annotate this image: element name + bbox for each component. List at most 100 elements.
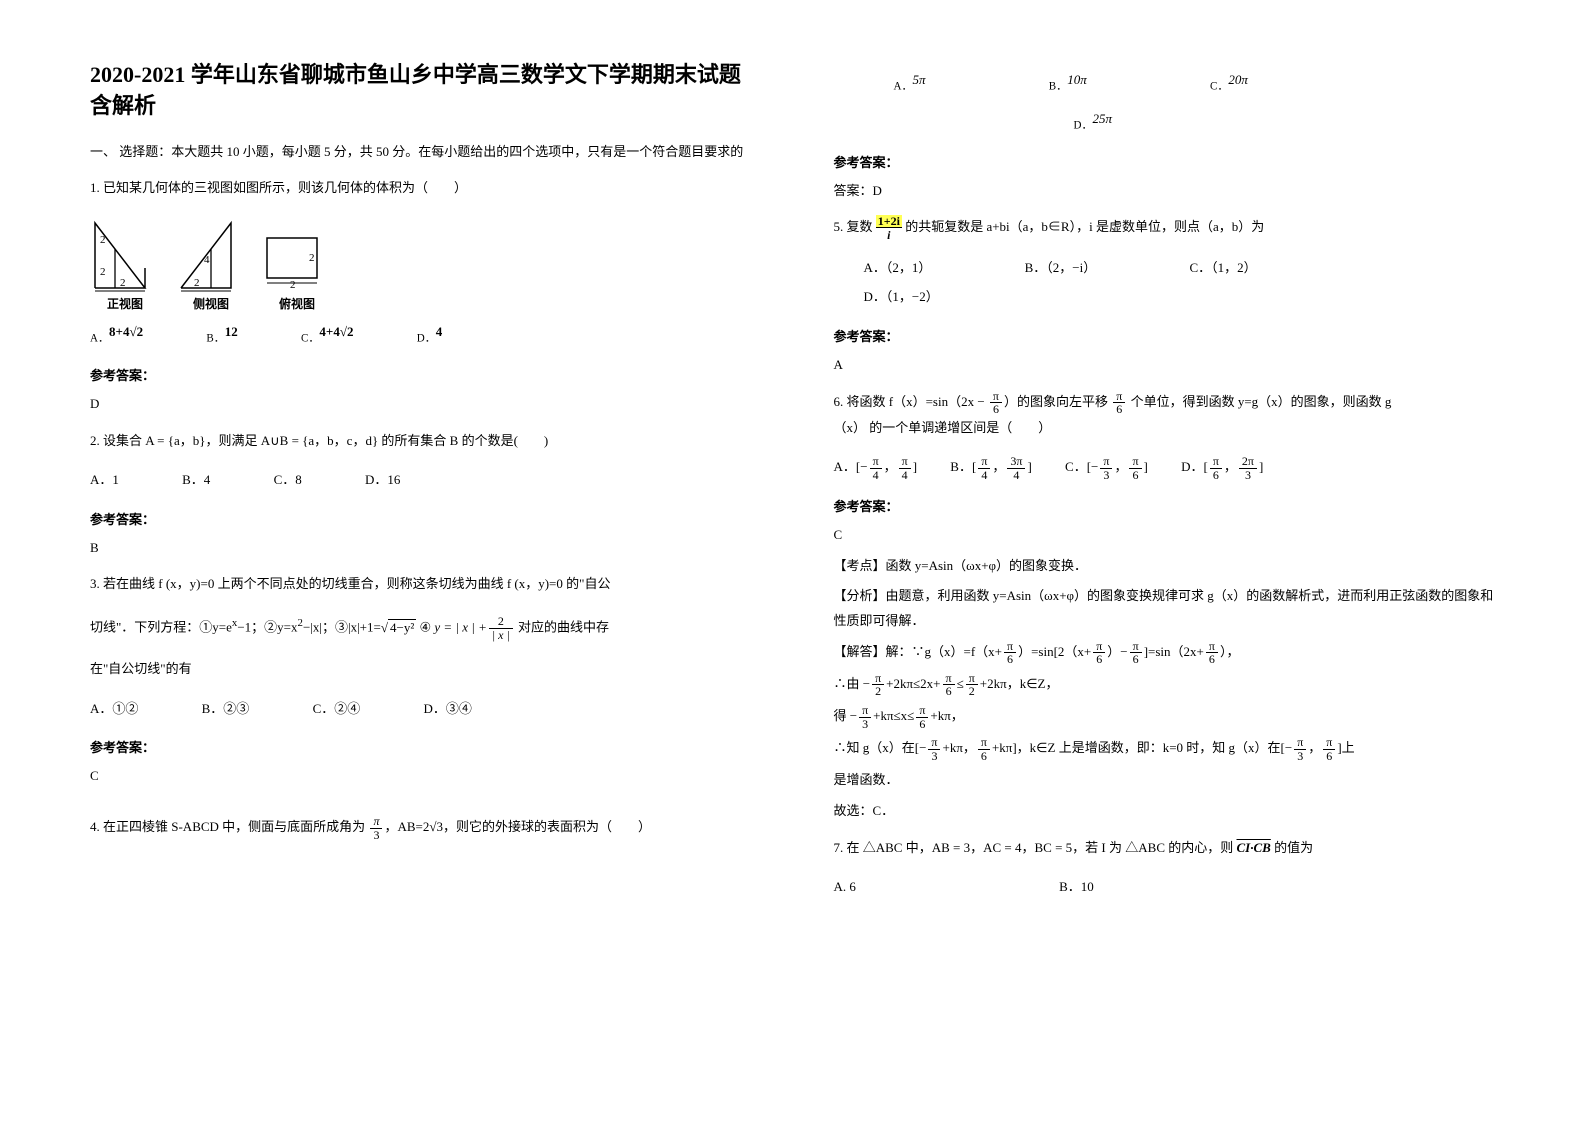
t: ]: [1144, 459, 1148, 474]
t: ]=sin（2x+: [1144, 644, 1204, 659]
t: +kπ]，k∈Z 上是增函数，即：k=0 时，知 g（x）在[−: [992, 740, 1292, 755]
f: 6: [916, 717, 928, 731]
side-view-label: 侧视图: [193, 295, 229, 312]
q3-line1: 3. 若在曲线 f (x，y)=0 上两个不同点处的切线重合，则称这条切线为曲线…: [90, 572, 754, 597]
q1-opt-d: 4: [436, 324, 443, 339]
three-view-figure: 2 2 2 正视图 4 2 侧视图: [90, 213, 754, 312]
q4-frac-num: π: [370, 815, 382, 828]
t: ）−: [1107, 644, 1127, 659]
q6-step3: 得 −π3+kπ≤x≤π6+kπ，: [834, 704, 1498, 730]
svg-text:2: 2: [100, 234, 106, 246]
q4-answer-heading: 参考答案：: [834, 152, 1498, 171]
left-column: 2020-2021 学年山东省聊城市鱼山乡中学高三数学文下学期期末试题含解析 一…: [90, 60, 794, 908]
f: 4: [870, 468, 882, 482]
q4-post: ，则它的外接球的表面积为（ ）: [443, 819, 651, 834]
q6-f1d: 6: [990, 402, 1002, 416]
q1-answer: D: [90, 392, 754, 417]
question-5: 5. 复数 1+2ii 的共轭复数是 a+bi（a，b∈R），i 是虚数单位，则…: [834, 215, 1498, 241]
t: ]上: [1337, 740, 1354, 755]
q6-post: 个单位，得到函数 y=g（x）的图象，则函数 g: [1127, 394, 1391, 409]
q6-options: A．[−π4，π4] B．[π4，3π4] C．[−π3，π6] D．[π6，2…: [834, 453, 1498, 482]
q4-ab: 2√3: [423, 819, 443, 834]
question-2: 2. 设集合 A = {a，b}，则满足 A∪B = {a，b，c，d} 的所有…: [90, 429, 754, 454]
q3-opt-d: D．③④: [423, 695, 471, 724]
q2-options: A．1 B．4 C．8 D．16: [90, 465, 754, 494]
f: 4: [899, 468, 911, 482]
f: 3: [928, 749, 940, 763]
q3-line2d: ④: [416, 619, 431, 634]
q5-opt-b: B．（2，−i）: [1025, 254, 1097, 283]
page: 2020-2021 学年山东省聊城市鱼山乡中学高三数学文下学期期末试题含解析 一…: [0, 0, 1587, 948]
svg-text:2: 2: [100, 266, 106, 278]
t: ），: [1220, 644, 1240, 659]
f: 6: [1129, 468, 1141, 482]
t: ∴知 g（x）在[−: [834, 740, 927, 755]
front-view-icon: 2 2 2: [90, 213, 160, 293]
q3-opt-a: A．①②: [90, 695, 138, 724]
f: π: [916, 704, 928, 717]
q4-options-2: D．25π: [1074, 105, 1498, 138]
f: π: [1210, 455, 1222, 468]
q3-eq-a: y = | x | +: [434, 619, 486, 634]
f: 3: [1100, 468, 1112, 482]
q4-pre: 4. 在正四棱锥 S-ABCD 中，侧面与底面所成角为: [90, 819, 368, 834]
q3-line3: 在"自公切线"的有: [90, 657, 754, 682]
f: π: [1100, 455, 1112, 468]
q3-answer-heading: 参考答案：: [90, 737, 754, 756]
t: +2kπ≤2x+: [886, 676, 940, 691]
f: π: [1004, 640, 1016, 653]
svg-text:2: 2: [120, 277, 126, 289]
svg-text:4: 4: [204, 254, 210, 266]
f: π: [1093, 640, 1105, 653]
q4-opt-a: 5π: [913, 72, 926, 87]
f: 6: [1210, 468, 1222, 482]
q1-answer-heading: 参考答案：: [90, 365, 754, 384]
q6-step6: 故选：C．: [834, 799, 1498, 824]
q4-opt-b: 10π: [1067, 72, 1087, 87]
q5-answer-heading: 参考答案：: [834, 326, 1498, 345]
side-view-icon: 4 2: [176, 213, 246, 293]
t: +kπ≤x≤: [873, 708, 914, 723]
q7-vector: CI·CB: [1237, 840, 1271, 855]
q2-opt-b: B．4: [182, 466, 210, 495]
f: π: [899, 455, 911, 468]
f: 2: [872, 684, 884, 698]
question-1: 1. 已知某几何体的三视图如图所示，则该几何体的体积为（ ）: [90, 176, 754, 201]
t: ，: [884, 459, 897, 474]
t: +kπ，: [930, 708, 963, 723]
t: ，: [992, 459, 1005, 474]
t: ≤: [957, 676, 964, 691]
question-4: 4. 在正四棱锥 S-ABCD 中，侧面与底面所成角为 π3，AB=2√3，则它…: [90, 815, 754, 841]
f: 3: [1239, 468, 1257, 482]
top-view-icon: 2 2: [262, 233, 332, 293]
q1-opt-b: 12: [225, 324, 238, 339]
f: 6: [978, 749, 990, 763]
t: 得 −: [834, 708, 858, 723]
q2-answer: B: [90, 536, 754, 561]
q3-options: A．①② B．②③ C．②④ D．③④: [90, 694, 754, 723]
q4-frac-den: 3: [370, 828, 382, 842]
f: π: [978, 736, 990, 749]
f: 6: [943, 684, 955, 698]
q6-a-pre: A．[−: [834, 459, 868, 474]
q7-options: A. 6 B．10: [834, 872, 1498, 901]
q6-pre: 6. 将函数 f（x）=sin（2x −: [834, 394, 988, 409]
q6-step5: 是增函数．: [834, 768, 1498, 793]
f: 6: [1323, 749, 1335, 763]
section-heading: 一、 选择题：本大题共 10 小题，每小题 5 分，共 50 分。在每小题给出的…: [90, 142, 754, 163]
f: π: [1130, 640, 1142, 653]
q1-text: 1. 已知某几何体的三视图如图所示，则该几何体的体积为（ ）: [90, 180, 467, 195]
q2-opt-d: D．16: [365, 466, 400, 495]
q4-a-pre: A．: [894, 81, 913, 93]
question-7: 7. 在 △ABC 中，AB = 3，AC = 4，BC = 5，若 I 为 △…: [834, 836, 1498, 861]
q6-line2: （x） 的一个单调递增区间是（ ）: [834, 416, 1498, 441]
q3-radicand: 4−y²: [388, 619, 416, 635]
f: 2: [966, 684, 978, 698]
q7-pre: 7. 在 △ABC 中，AB = 3，AC = 4，BC = 5，若 I 为 △…: [834, 840, 1237, 855]
f: π: [1206, 640, 1218, 653]
q5-complex-fraction: 1+2ii: [876, 215, 902, 241]
q3-frac-den: | x |: [489, 628, 513, 642]
q4-d-pre: D．: [1074, 119, 1093, 131]
question-3: 3. 若在曲线 f (x，y)=0 上两个不同点处的切线重合，则称这条切线为曲线…: [90, 572, 754, 682]
q6-step2: ∴由 −π2+2kπ≤2x+π6≤π2+2kπ，k∈Z，: [834, 672, 1498, 698]
